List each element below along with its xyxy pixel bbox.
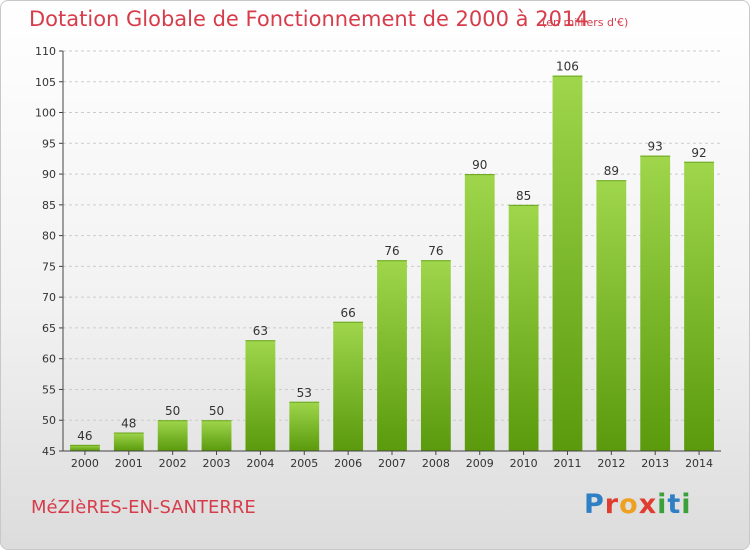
y-tick-label: 95 [42,137,56,150]
x-tick-label: 2003 [203,457,231,470]
data-label: 76 [384,244,399,258]
data-label: 50 [165,404,180,418]
x-tick-label: 2011 [553,457,581,470]
bar [508,204,539,451]
data-label: 76 [428,244,443,258]
y-tick-label: 70 [42,291,56,304]
bar [245,340,276,451]
y-tick-label: 90 [42,168,56,181]
y-tick-label: 45 [42,445,56,458]
commune-name: MéZIèRES-EN-SANTERRE [31,497,256,518]
x-tick-label: 2004 [246,457,274,470]
y-tick-label: 65 [42,322,56,335]
x-tick-label: 2005 [290,457,318,470]
bar [684,161,714,451]
x-tick-label: 2001 [115,457,143,470]
data-label: 53 [297,386,312,400]
x-tick-label: 2000 [71,457,99,470]
bar [552,75,583,451]
proxiti-logo: Proxiti [584,489,692,520]
x-tick-label: 2008 [422,457,450,470]
y-tick-label: 100 [35,107,56,120]
bar [157,420,188,451]
data-label: 46 [77,429,92,443]
data-label: 66 [340,306,355,320]
x-tick-label: 2013 [641,457,669,470]
x-tick-label: 2009 [466,457,494,470]
data-label: 89 [604,164,619,178]
x-tick-label: 2010 [510,457,538,470]
bar [464,174,495,452]
y-tick-label: 60 [42,353,56,366]
data-label: 48 [121,417,136,431]
bar [420,260,451,451]
data-label: 93 [648,140,663,154]
x-tick-label: 2014 [685,457,713,470]
data-label: 85 [516,189,531,203]
y-tick-label: 55 [42,383,56,396]
x-tick-label: 2007 [378,457,406,470]
bar [596,180,627,451]
y-tick-label: 75 [42,260,56,273]
bar [113,432,144,451]
x-tick-label: 2012 [597,457,625,470]
y-tick-label: 85 [42,199,56,212]
bar [640,155,671,451]
bars [70,75,714,452]
bar [333,321,364,451]
labels: 45 50 55 60 65 70 75 80 85 90 95 100 105 110 46 2000 48 2… [35,45,713,470]
bar [70,444,100,451]
y-tick-label: 50 [42,414,56,427]
bar [289,401,320,451]
data-label: 92 [691,146,706,160]
y-tick-label: 80 [42,230,56,243]
axes [59,50,721,455]
bar [377,260,407,451]
chart-title: Dotation Globale de Fonctionnement de 20… [29,7,589,31]
y-tick-label: 110 [35,45,56,58]
chart-unit: (en milliers d'€) [542,16,629,29]
data-label: 90 [472,158,487,172]
bar [201,420,232,451]
data-label: 63 [253,324,268,338]
y-tick-label: 105 [35,76,56,89]
data-label: 50 [209,404,224,418]
x-tick-label: 2002 [159,457,187,470]
data-label: 106 [556,60,579,74]
x-tick-label: 2006 [334,457,362,470]
